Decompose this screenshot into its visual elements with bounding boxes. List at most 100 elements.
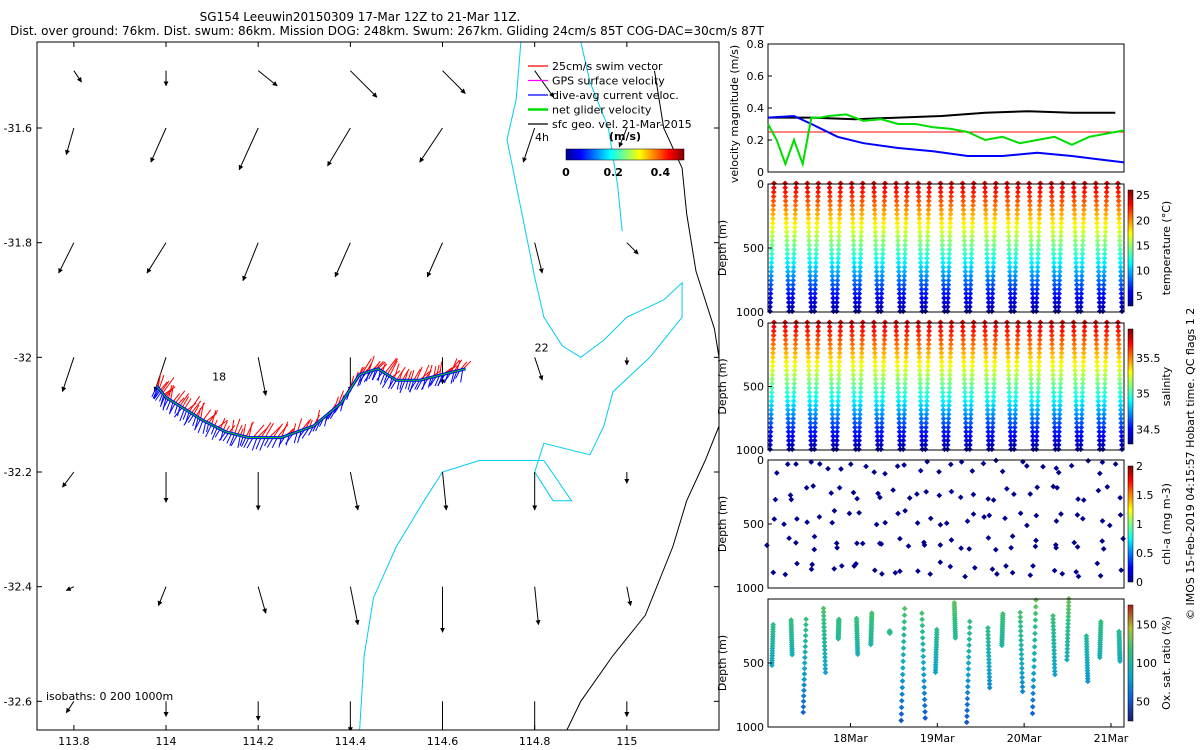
profile-sample	[793, 189, 799, 195]
dac-vector	[372, 368, 379, 381]
profile-sample	[784, 376, 790, 383]
profile-sample	[1056, 295, 1062, 301]
profile-sample	[1004, 198, 1011, 204]
profile-sample	[813, 255, 819, 262]
profile-sample	[836, 211, 843, 218]
date-tick-label: 18Mar	[833, 732, 868, 745]
profile-sample	[967, 295, 974, 301]
profile-sample	[1102, 242, 1108, 248]
profile-sample	[811, 437, 818, 444]
profile-sample	[897, 304, 903, 310]
profile-sample	[983, 215, 989, 222]
profile-sample	[1059, 198, 1065, 204]
profile-sample	[834, 295, 840, 301]
dac-vector	[396, 380, 400, 390]
profile-sample	[805, 350, 812, 356]
profile-sample	[1057, 246, 1064, 253]
profile-sample	[925, 206, 932, 213]
profile-sample	[1005, 206, 1011, 213]
profile-sample	[881, 189, 888, 195]
profile-sample	[834, 277, 841, 284]
swim-vector	[165, 388, 173, 398]
profile-sample	[967, 290, 974, 297]
profile-sample	[881, 202, 888, 209]
profile-sample	[1012, 259, 1019, 266]
profile-sample	[835, 255, 842, 262]
profile-sample	[813, 242, 820, 248]
profile-sample	[811, 433, 818, 440]
profile-sample	[852, 295, 859, 301]
profile-sample	[1048, 184, 1055, 191]
dac-vector	[237, 435, 241, 448]
profile-sample	[828, 242, 835, 248]
profile-sample	[938, 224, 945, 231]
profile-sample	[789, 437, 796, 444]
date-tick-label: 20Mar	[1007, 732, 1042, 745]
profile-sample	[1094, 229, 1101, 235]
profile-sample	[1079, 255, 1086, 262]
profile-sample	[1027, 220, 1034, 226]
dac-vector	[205, 424, 212, 438]
profile-sample	[896, 286, 903, 293]
profile-sample	[1103, 206, 1109, 213]
profile-sample	[1036, 206, 1043, 213]
profile-sample	[969, 237, 975, 244]
profile-sample	[939, 233, 945, 240]
profile-sample	[1095, 251, 1101, 257]
profile-sample	[782, 328, 789, 334]
profile-sample	[959, 180, 966, 187]
profile-sample	[881, 215, 887, 222]
profile-sample	[1100, 308, 1106, 315]
profile-sample	[1102, 224, 1109, 231]
profile-sample	[852, 304, 859, 310]
profile-sample	[1029, 290, 1036, 297]
profile-sample	[984, 268, 991, 275]
profile-sample	[1005, 220, 1012, 226]
profile-sample	[1012, 281, 1018, 288]
profile-sample	[790, 268, 797, 275]
profile-sample	[827, 354, 834, 361]
profile-sample	[901, 264, 908, 271]
profile-sample	[812, 424, 818, 431]
profile-sample	[785, 273, 791, 279]
profile-sample	[871, 211, 878, 218]
profile-sample	[808, 433, 814, 440]
profile-sample	[1037, 184, 1044, 191]
profile-sample	[937, 189, 944, 195]
profile-sample	[768, 259, 775, 266]
profile-sample	[767, 299, 774, 306]
coastline	[654, 70, 719, 358]
profile-sample	[769, 220, 776, 226]
profile-sample	[790, 411, 797, 418]
swim-vector	[174, 390, 186, 404]
profile-sample	[785, 420, 792, 426]
profile-sample	[770, 193, 777, 200]
dac-vector	[357, 373, 363, 387]
map-frame	[36, 41, 720, 731]
swim-vector	[280, 421, 289, 438]
profile-sample	[881, 184, 888, 191]
profile-sample	[937, 184, 944, 191]
profile-sample	[1035, 246, 1042, 253]
profile-sample	[812, 290, 818, 297]
profile-sample	[1080, 215, 1087, 222]
profile-sample	[1051, 273, 1058, 279]
profile-sample	[894, 206, 900, 213]
profile-sample	[1057, 255, 1064, 262]
profile-sample	[1100, 286, 1107, 293]
profile-sample	[969, 229, 976, 235]
profile-sample	[805, 367, 812, 374]
profile-sample	[945, 281, 952, 288]
profile-sample	[1059, 189, 1066, 195]
x-tick-label: 114	[156, 735, 177, 748]
profile-sample	[784, 389, 791, 396]
profile-sample	[917, 251, 924, 257]
profile-sample	[1095, 259, 1102, 266]
profile-sample	[858, 237, 864, 244]
colorbar	[1127, 465, 1134, 583]
profile-sample	[1073, 273, 1080, 279]
profile-sample	[849, 189, 855, 195]
profile-sample	[970, 198, 977, 204]
profile-sample	[1074, 308, 1081, 315]
profile-sample	[944, 299, 951, 306]
